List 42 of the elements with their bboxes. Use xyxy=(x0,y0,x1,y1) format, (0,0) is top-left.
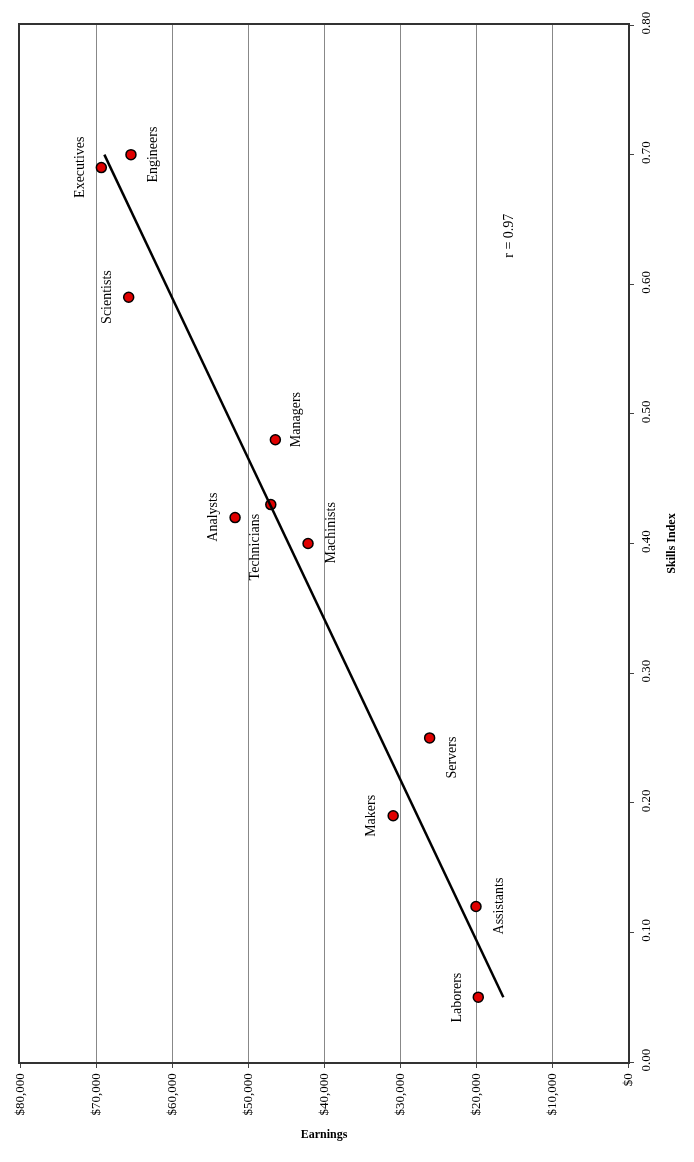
annotation: Managers xyxy=(287,391,303,448)
annotation: Scientists xyxy=(99,270,115,324)
y-tick-label: 0.40 xyxy=(637,530,653,553)
y-tick-label: 0.70 xyxy=(637,141,653,165)
annotation: Laborers xyxy=(449,972,465,1023)
x-tick-label: $10,000 xyxy=(544,1073,560,1116)
point xyxy=(302,537,314,550)
annotation: Servers xyxy=(443,736,459,779)
point xyxy=(122,291,135,303)
y-tick-label: 0.00 xyxy=(637,1048,653,1072)
annotation: Technicians xyxy=(247,513,263,581)
x-tick-label: $60,000 xyxy=(164,1073,180,1116)
y-tick-label: 0.10 xyxy=(637,919,653,942)
y-tick-label: 0.80 xyxy=(637,11,653,35)
point xyxy=(472,991,485,1003)
annotation: Assistants xyxy=(490,877,506,935)
y-tick-label: 0.60 xyxy=(637,270,653,294)
annotation: Executives xyxy=(71,136,87,198)
y-tick-label: 0.30 xyxy=(637,659,653,683)
y-tick-label: 0.50 xyxy=(637,400,653,424)
point xyxy=(125,148,137,161)
point xyxy=(229,511,241,524)
point xyxy=(269,434,282,446)
x-tick-label: $40,000 xyxy=(316,1073,332,1116)
point xyxy=(387,809,399,822)
x-tick-label: $20,000 xyxy=(468,1073,484,1116)
point xyxy=(95,161,108,174)
x-tick-label: $30,000 xyxy=(392,1073,408,1116)
x-tick-label: $0 xyxy=(620,1073,636,1087)
annotation: Machinists xyxy=(322,502,338,564)
x-tick-label: $70,000 xyxy=(88,1073,104,1116)
y-axis-title: Skills Index xyxy=(664,513,678,574)
x-tick-label: $80,000 xyxy=(12,1073,28,1116)
x-axis-title: Earnings xyxy=(300,1126,348,1141)
annotation: Analysts xyxy=(205,492,221,542)
annotation: Engineers xyxy=(145,126,161,183)
point xyxy=(470,900,482,913)
point xyxy=(423,732,436,744)
annotation: Makers xyxy=(363,794,379,837)
x-tick-label: $50,000 xyxy=(240,1073,256,1116)
y-tick-label: 0.20 xyxy=(637,789,653,813)
annotation: r = 0.97 xyxy=(501,213,517,258)
